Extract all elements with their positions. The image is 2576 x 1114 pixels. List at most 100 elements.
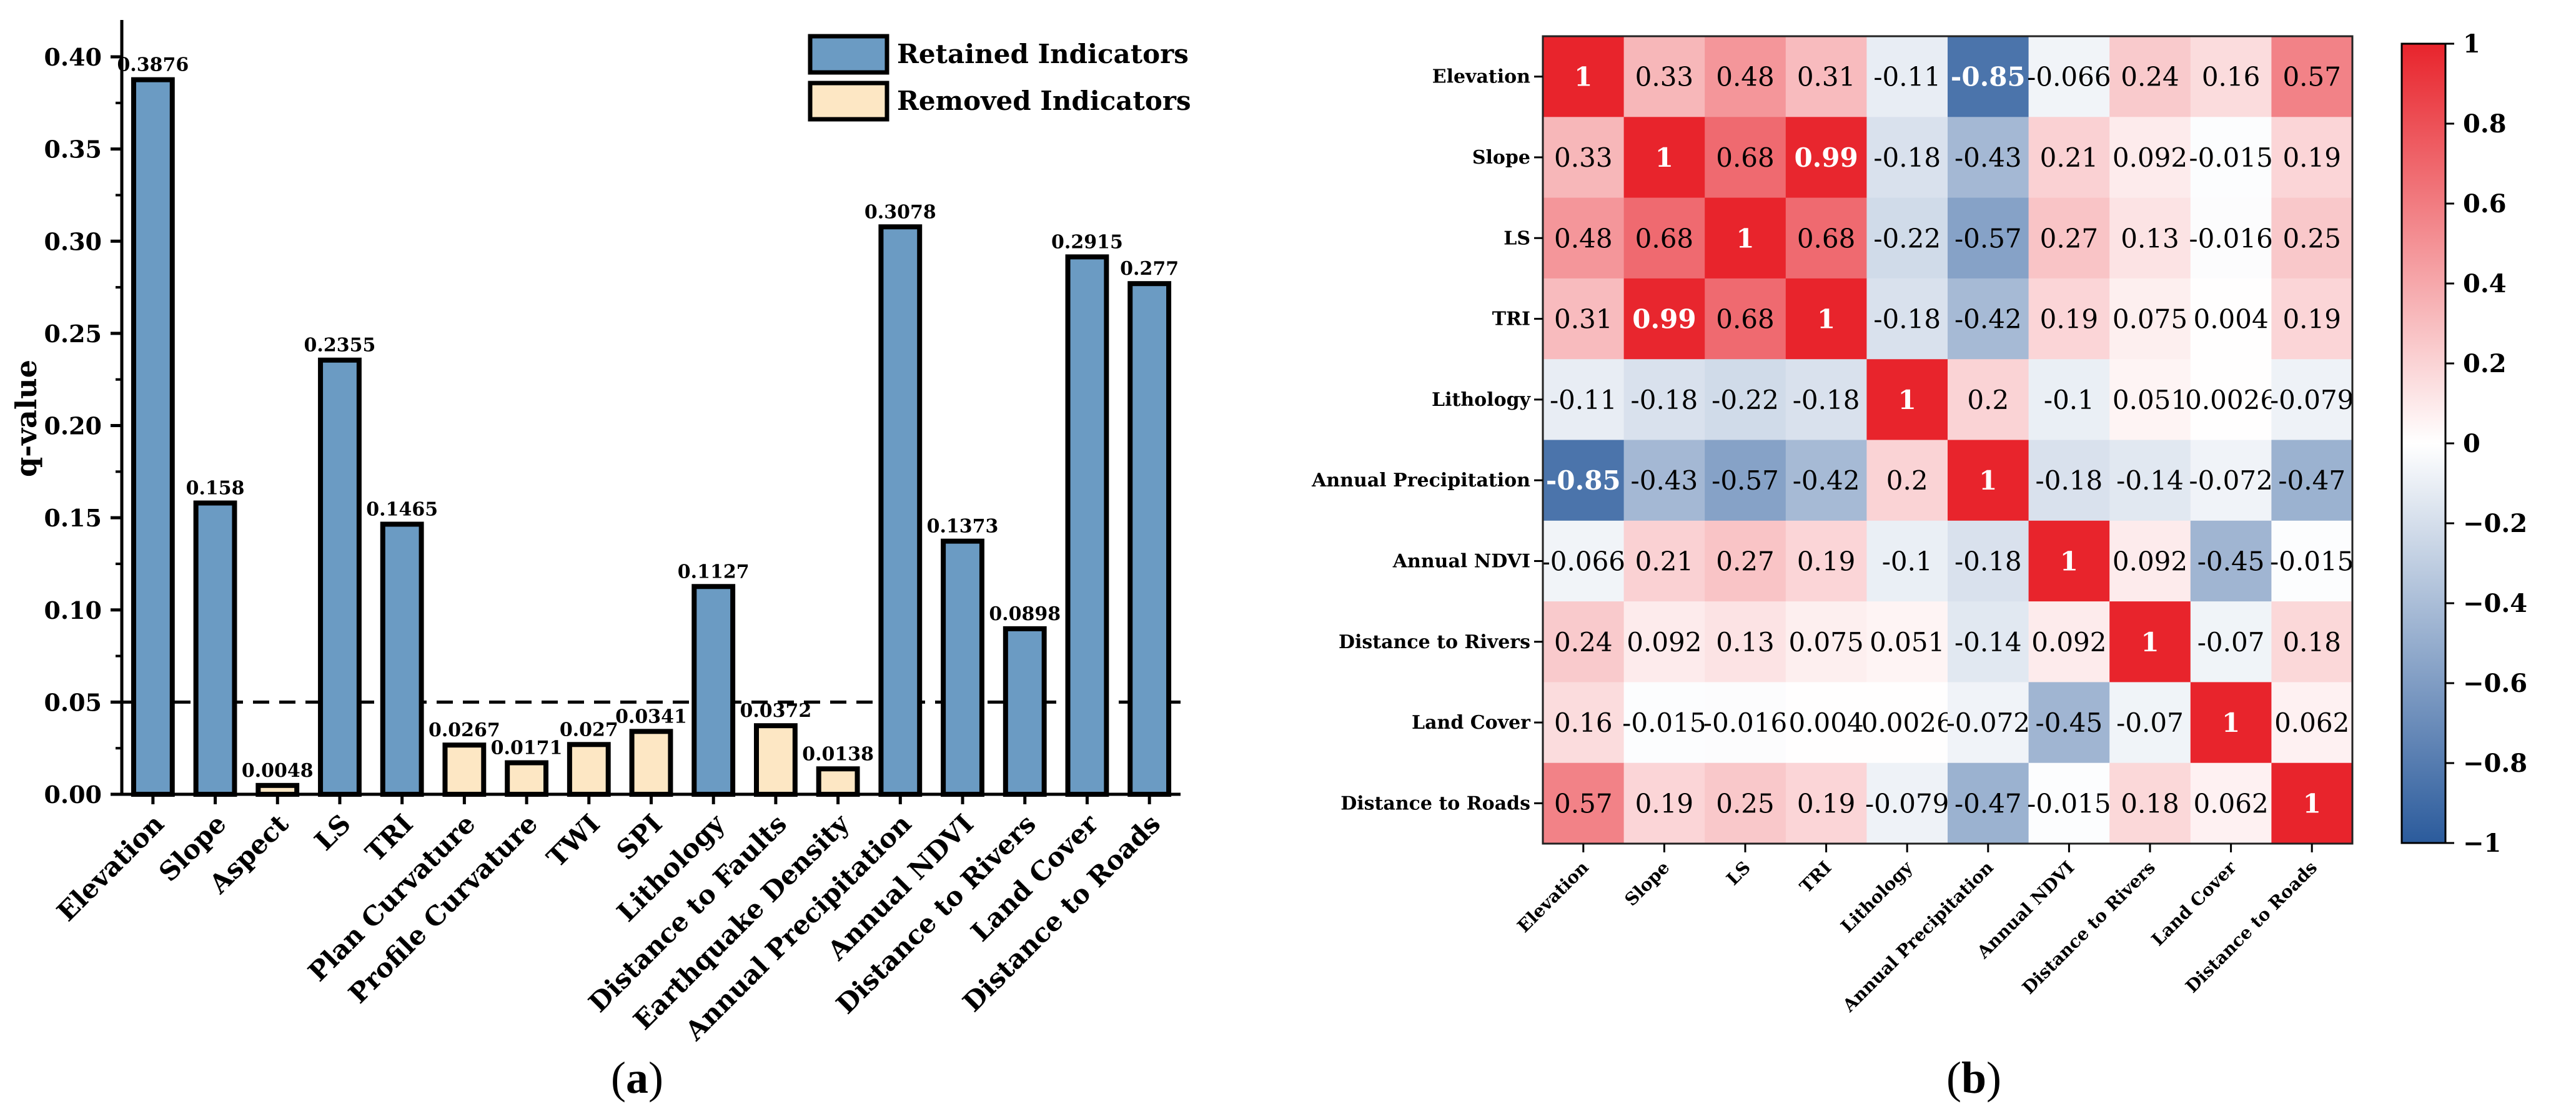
legend-label-removed: Removed Indicators xyxy=(897,86,1191,116)
heatmap-cell xyxy=(2271,36,2353,117)
heatmap-cell xyxy=(2271,682,2353,764)
heatmap-cell xyxy=(1543,197,1625,279)
col-label: LS xyxy=(1722,857,1755,890)
heatmap-cell xyxy=(1866,520,1948,602)
heatmap-cell xyxy=(1623,762,1705,844)
col-label: Slope xyxy=(1621,857,1674,910)
heatmap-cell-value: 0.18 xyxy=(2121,788,2179,819)
heatmap-cell xyxy=(1785,440,1867,521)
heatmap-cell xyxy=(1948,197,2029,279)
y-axis-title: q-value xyxy=(9,360,43,477)
heatmap-cell-value: 0.0026 xyxy=(1861,707,1953,738)
panel-label-b: (b) xyxy=(1946,1053,2001,1103)
x-tick-label: LS xyxy=(309,808,357,856)
x-tick-label: TWI xyxy=(541,808,606,873)
heatmap-cell xyxy=(2190,682,2272,764)
heatmap-cell xyxy=(1705,520,1786,602)
bar-value-label: 0.1127 xyxy=(678,561,750,583)
heatmap-cell xyxy=(2190,440,2272,521)
heatmap-cell xyxy=(1543,762,1625,844)
y-tick-label: 0.30 xyxy=(44,227,102,255)
heatmap-cell xyxy=(1623,197,1705,279)
heatmap-cell xyxy=(2028,682,2110,764)
panel-label-a: (a) xyxy=(611,1053,663,1103)
heatmap-cell-value: -0.07 xyxy=(2116,707,2184,738)
panel-paren-close: ) xyxy=(1986,1053,2001,1103)
col-label: Land Cover xyxy=(2147,857,2241,950)
heatmap-cell xyxy=(2190,601,2272,683)
heatmap-cell xyxy=(1543,278,1625,360)
heatmap-cell-value: -0.22 xyxy=(1873,223,1941,254)
heatmap-cell xyxy=(1623,36,1705,117)
heatmap-cell-value: 1 xyxy=(2222,707,2240,738)
heatmap-cell-value: 0.0026 xyxy=(2185,385,2277,415)
bar xyxy=(1127,281,1172,797)
bar xyxy=(878,224,923,797)
heatmap-cell xyxy=(2190,36,2272,117)
row-label: Land Cover xyxy=(1412,712,1531,734)
heatmap-cell-value: 0.21 xyxy=(1635,546,1694,576)
heatmap-cell xyxy=(2190,762,2272,844)
heatmap-cell xyxy=(2028,762,2110,844)
heatmap-cell-value: 0.092 xyxy=(2113,546,2187,576)
heatmap-cell xyxy=(2109,359,2191,441)
heatmap-cell xyxy=(2109,440,2191,521)
heatmap-cell-value: -0.11 xyxy=(1550,385,1617,415)
heatmap-cell xyxy=(1866,36,1948,117)
row-label: Distance to Rivers xyxy=(1339,631,1530,653)
heatmap-cell xyxy=(1948,36,2029,117)
colorbar-tick-label: 0.6 xyxy=(2463,189,2507,219)
colorbar-tick-label: −0.2 xyxy=(2463,509,2527,538)
heatmap-cell-value: -0.18 xyxy=(1873,142,1941,173)
heatmap-cell xyxy=(1623,278,1705,360)
heatmap-cell xyxy=(1705,682,1786,764)
heatmap-cell-value: 0.16 xyxy=(1554,707,1613,738)
row-label: Slope xyxy=(1472,147,1530,169)
heatmap-cell-value: 0.57 xyxy=(1554,788,1613,819)
heatmap-cell xyxy=(1623,440,1705,521)
heatmap-cell xyxy=(1948,601,2029,683)
heatmap-cell-value: 0.19 xyxy=(1797,788,1856,819)
heatmap-cell xyxy=(1705,359,1786,441)
heatmap-cell-value: 0.19 xyxy=(2282,304,2341,335)
col-label: Distance to Rivers xyxy=(2018,857,2159,998)
heatmap-cell-value: 0.13 xyxy=(2121,223,2179,254)
heatmap-cell xyxy=(2109,601,2191,683)
heatmap-cell xyxy=(2028,197,2110,279)
heatmap-cell-value: 0.092 xyxy=(1627,627,1702,658)
heatmap-cell-value: -0.1 xyxy=(2044,385,2094,415)
heatmap-cell xyxy=(1543,682,1625,764)
heatmap-cell xyxy=(2028,117,2110,199)
heatmap-cell xyxy=(1785,601,1867,683)
y-tick-label: 0.20 xyxy=(44,412,102,440)
bar xyxy=(131,77,175,797)
heatmap-cell xyxy=(1866,197,1948,279)
bar-chart-panel: 0.3876 0.158 0.0048 0.2355 0.1465 0.02670.017… xyxy=(9,20,1191,1103)
colorbar-tick-label: 1 xyxy=(2463,29,2480,59)
bar-value-label: 0.2355 xyxy=(304,335,376,357)
heatmap-cell-value: 0.16 xyxy=(2202,62,2261,92)
heatmap-cell-value: 0.27 xyxy=(1716,546,1775,576)
heatmap-cell-value: -0.45 xyxy=(2197,546,2265,576)
panel-letter: b xyxy=(1961,1053,1986,1103)
heatmap-cell-value: -0.18 xyxy=(1631,385,1698,415)
heatmap-cell xyxy=(2109,762,2191,844)
col-label: Distance to Roads xyxy=(2181,857,2321,997)
bar-value-label: 0.0341 xyxy=(615,706,687,727)
heatmap-cell-value: 0.33 xyxy=(1635,62,1694,92)
heatmap-cell-value: -0.43 xyxy=(1631,465,1698,496)
heatmap-cell xyxy=(1543,440,1625,521)
heatmap-cell-value: -0.42 xyxy=(1793,465,1860,496)
heatmap-cell xyxy=(2190,520,2272,602)
heatmap-cell xyxy=(2109,197,2191,279)
heatmap-cell-value: -0.47 xyxy=(1954,788,2022,819)
panel-paren-close: ) xyxy=(648,1053,663,1103)
colorbar xyxy=(2400,42,2447,844)
bar-value-label: 0.158 xyxy=(186,478,245,500)
heatmap-cell-value: 0.24 xyxy=(2121,62,2179,92)
row-label: Annual NDVI xyxy=(1392,550,1530,572)
bar xyxy=(567,742,611,797)
heatmap-cell xyxy=(1623,520,1705,602)
heatmap-cell xyxy=(2271,117,2353,199)
bar-value-label: 0.2915 xyxy=(1051,231,1123,253)
